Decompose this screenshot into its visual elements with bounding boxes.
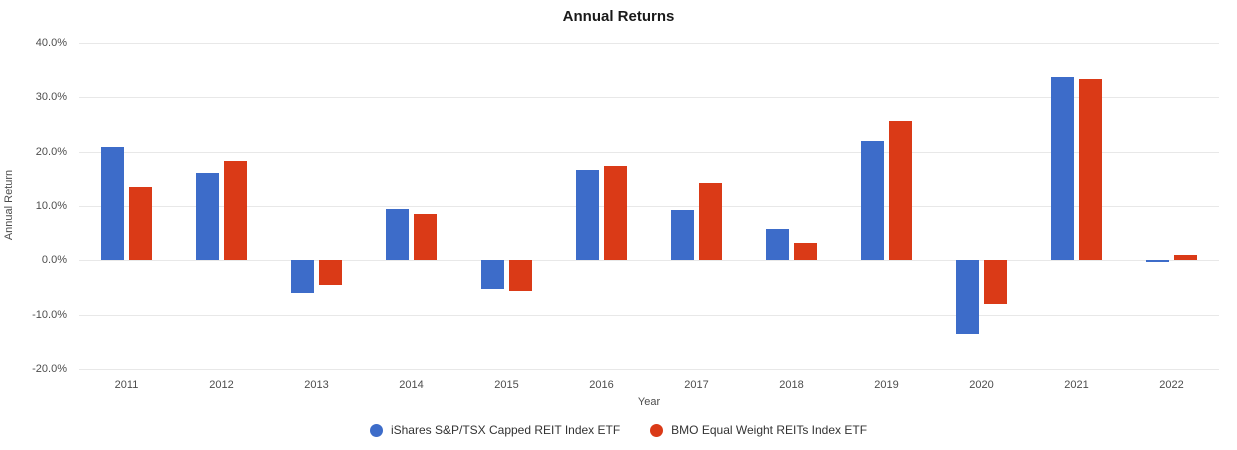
x-tick-label: 2022 (1159, 379, 1184, 391)
x-tick-label: 2016 (589, 379, 614, 391)
x-axis-title: Year (637, 396, 661, 408)
x-tick-label: 2013 (304, 379, 329, 391)
bar-2019-series-1[interactable] (889, 120, 912, 261)
x-tick-label: 2015 (494, 379, 519, 391)
x-tick-label: 2017 (684, 379, 709, 391)
gridline (79, 369, 1219, 370)
bar-2014-series-0[interactable] (386, 208, 409, 261)
bar-2013-series-0[interactable] (291, 260, 314, 293)
bar-2018-series-0[interactable] (766, 229, 789, 261)
x-tick-label: 2014 (399, 379, 424, 391)
gridline (79, 314, 1219, 316)
bar-2015-series-1[interactable] (509, 260, 532, 291)
y-tick-label: 30.0% (35, 91, 67, 104)
gridline (79, 206, 1219, 207)
bar-2021-series-1[interactable] (1079, 78, 1102, 261)
y-tick-label: 10.0% (35, 200, 67, 212)
gridline (79, 97, 1219, 99)
y-tick-label: -20.0% (32, 363, 67, 375)
bar-2011-series-1[interactable] (129, 187, 152, 261)
x-tick-label: 2012 (209, 379, 234, 391)
y-tick-label: -10.0% (32, 308, 67, 321)
bar-2014-series-1[interactable] (414, 213, 437, 261)
x-tick-label: 2019 (874, 379, 899, 391)
gridline (79, 260, 1219, 262)
bar-2012-series-1[interactable] (224, 161, 247, 261)
bar-2021-series-0[interactable] (1051, 77, 1074, 261)
bar-2017-series-1[interactable] (699, 182, 722, 261)
bar-2017-series-0[interactable] (671, 209, 694, 261)
y-tick-label: 40.0% (35, 37, 67, 49)
x-tick-label: 2021 (1064, 379, 1089, 391)
legend-label-bmo: BMO Equal Weight REITs Index ETF (671, 423, 868, 437)
bar-2022-series-1[interactable] (1174, 254, 1197, 261)
x-tick-label: 2018 (779, 379, 804, 391)
legend-dot-bmo-icon (650, 423, 664, 437)
bar-2016-series-0[interactable] (576, 169, 599, 261)
legend-item-bmo: BMO Equal Weight REITs Index ETF (650, 423, 867, 437)
y-tick-label: 0.0% (41, 254, 67, 267)
x-tick-label: 2011 (114, 379, 139, 391)
legend-item-ishares: iShares S&P/TSX Capped REIT Index ETF (369, 423, 621, 437)
bar-2015-series-0[interactable] (481, 260, 504, 289)
bar-2013-series-1[interactable] (319, 260, 342, 285)
bar-2020-series-1[interactable] (984, 260, 1007, 304)
bar-2012-series-0[interactable] (196, 173, 219, 261)
legend-dot-ishares-icon (369, 423, 383, 437)
bar-2022-series-0[interactable] (1146, 260, 1169, 262)
legend: iShares S&P/TSX Capped REIT Index ETF BM… (0, 423, 1237, 437)
gridline (79, 43, 1219, 44)
x-tick-label: 2020 (969, 379, 994, 391)
bar-2016-series-1[interactable] (604, 165, 627, 261)
bar-2011-series-0[interactable] (101, 147, 124, 261)
y-tick-label: 20.0% (35, 145, 67, 158)
legend-label-ishares: iShares S&P/TSX Capped REIT Index ETF (390, 423, 621, 437)
chart-title: Annual Returns (562, 8, 675, 25)
bar-2020-series-0[interactable] (956, 260, 979, 334)
gridline (79, 151, 1219, 153)
bar-2019-series-0[interactable] (861, 140, 884, 261)
bar-2018-series-1[interactable] (794, 242, 817, 261)
